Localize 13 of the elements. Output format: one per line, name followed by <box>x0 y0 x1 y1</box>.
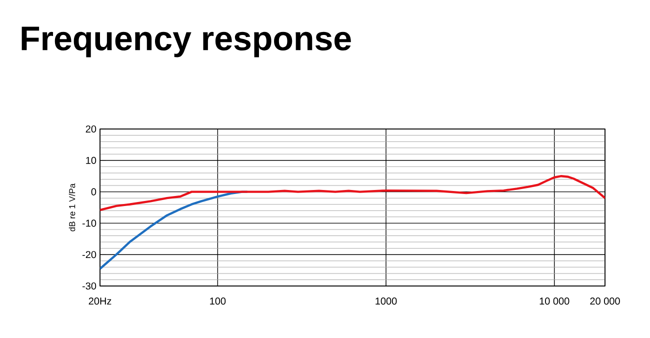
y-axis-title: dB re 1 V/Pa <box>68 183 76 232</box>
x-tick-label: 100 <box>210 298 226 305</box>
y-tick-label: 10 <box>86 156 96 164</box>
x-tick-label: 1000 <box>376 298 397 305</box>
chart-title: Frequency response <box>22 26 351 58</box>
y-tick-label: 0 <box>91 188 96 196</box>
y-tick-label: -10 <box>82 220 96 227</box>
x-tick-label: 20Hz <box>88 298 112 305</box>
y-tick-label: -30 <box>82 282 96 290</box>
y-tick-label: -20 <box>82 251 96 258</box>
x-tick-label: 10 000 <box>540 298 570 305</box>
x-tick-label: 20 000 <box>590 298 620 305</box>
y-tick-label: 20 <box>86 125 96 133</box>
